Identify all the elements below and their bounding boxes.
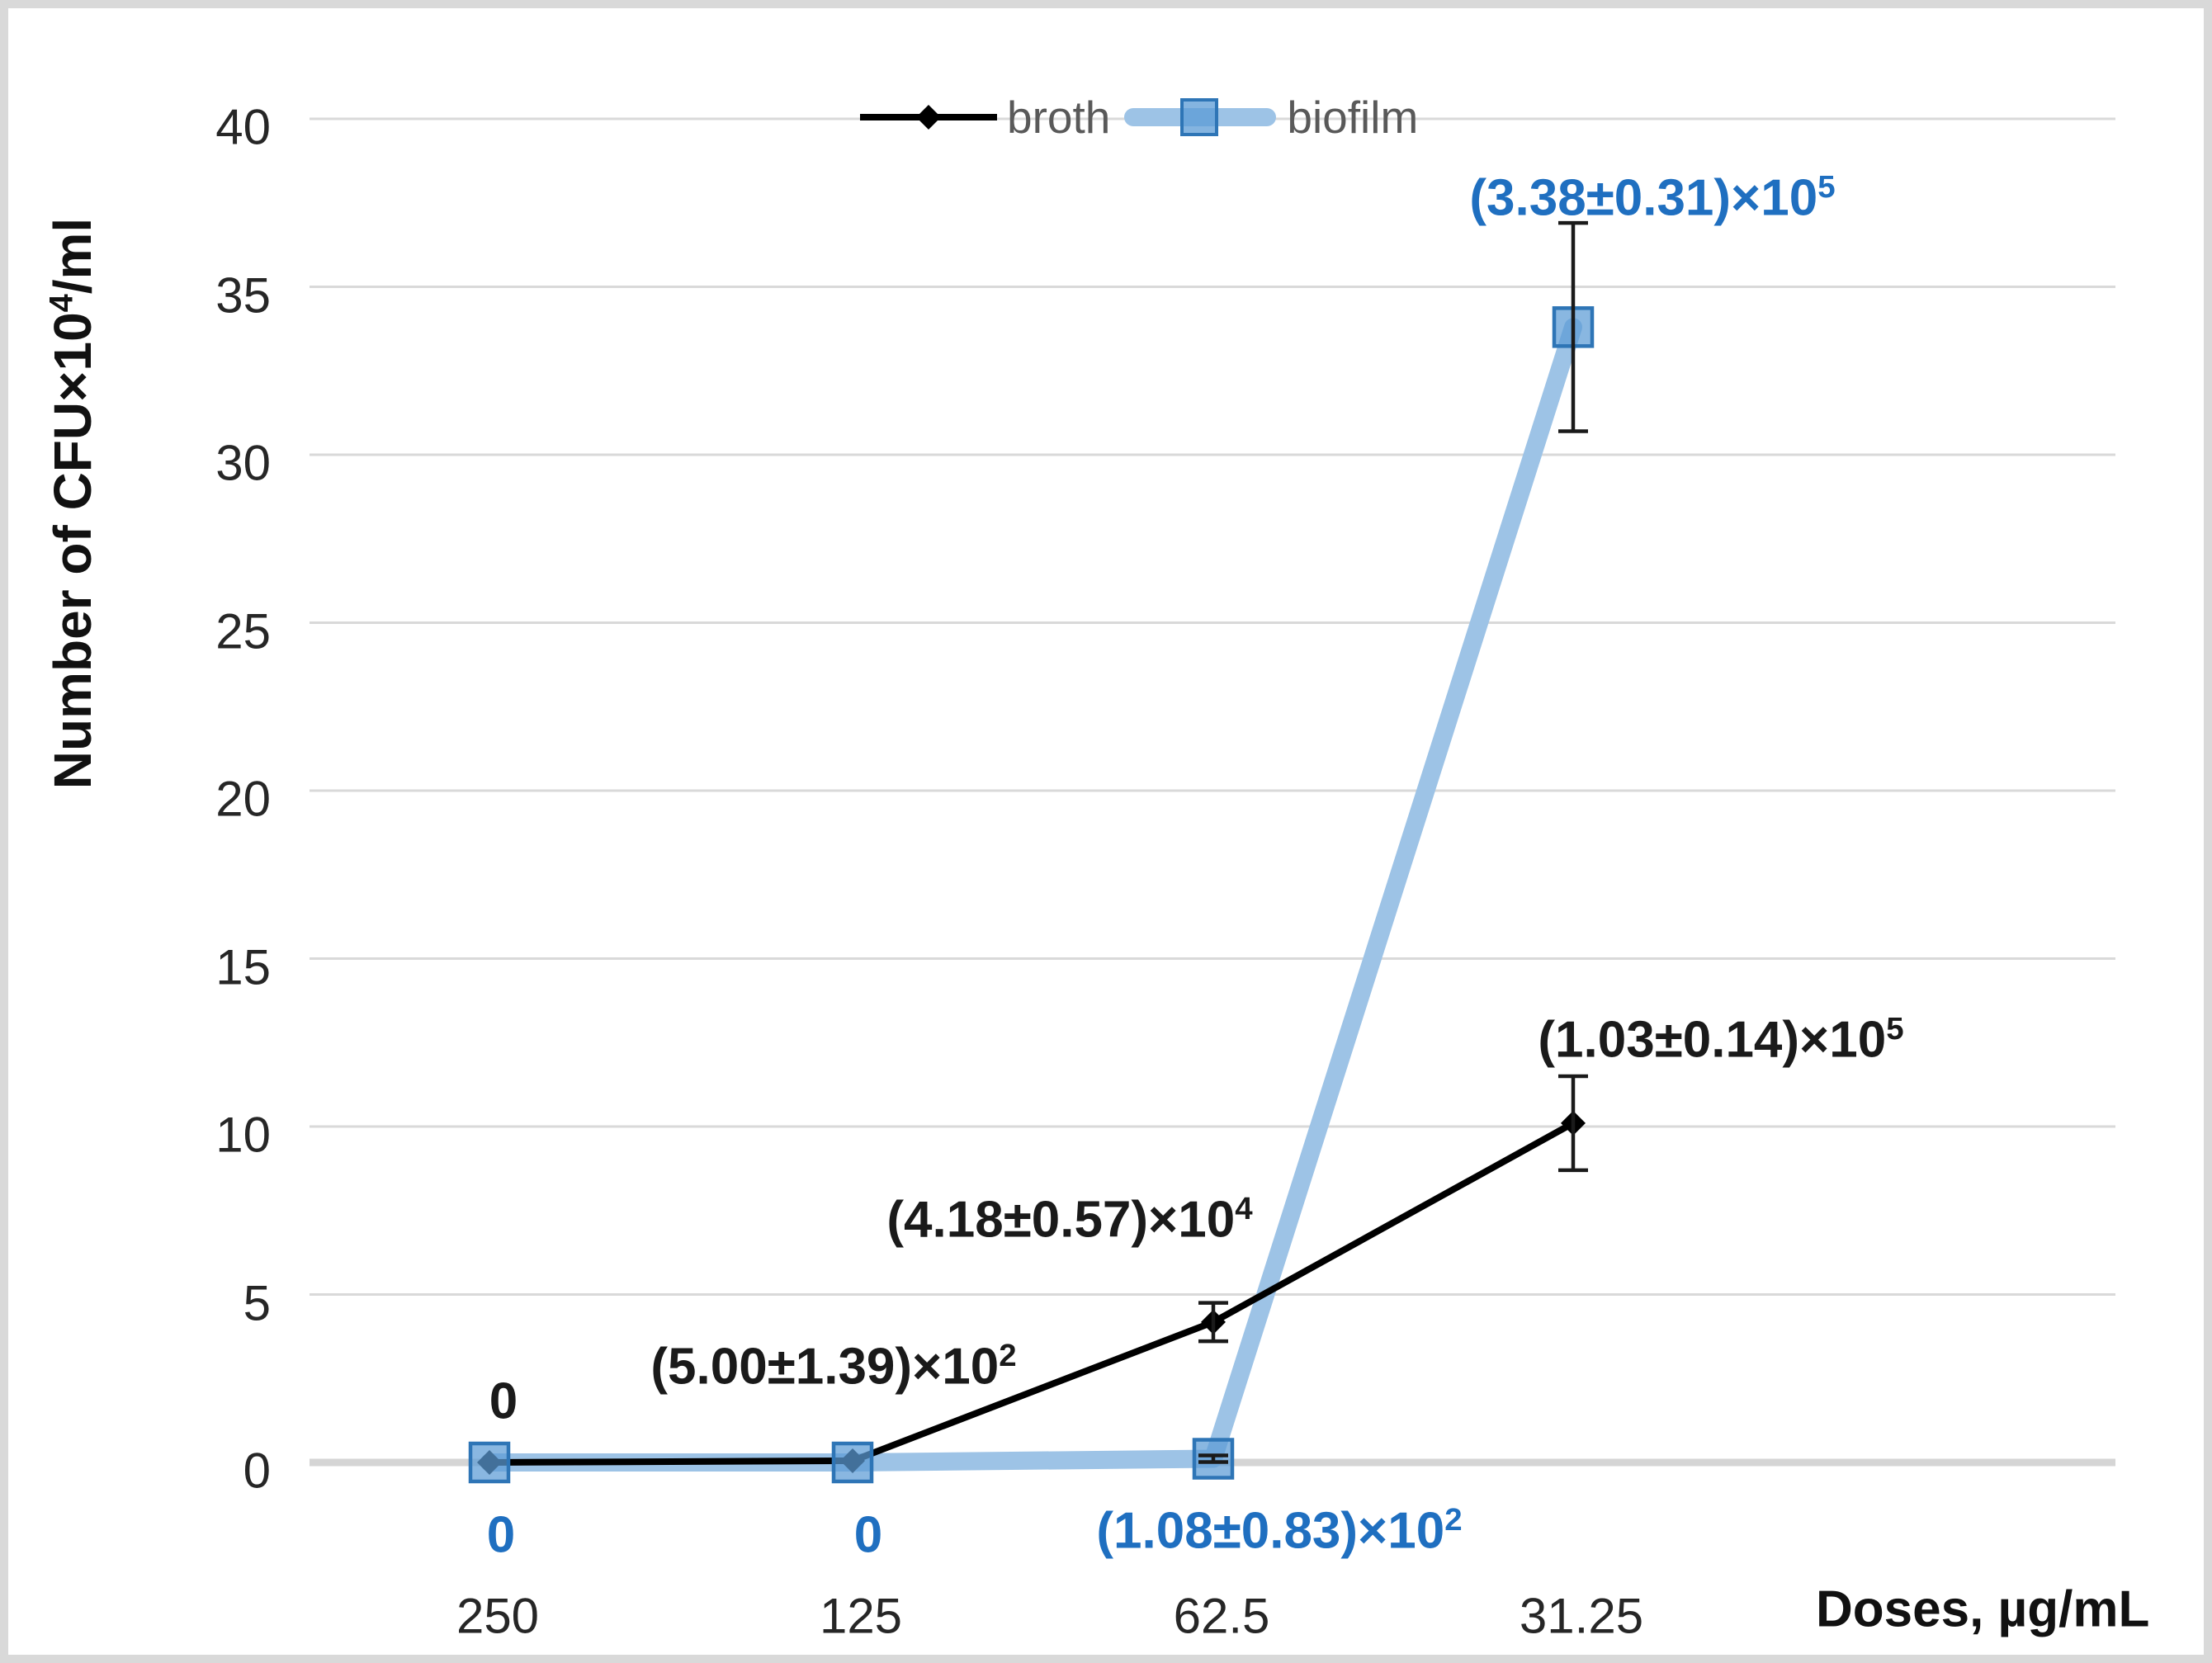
series-line-broth <box>489 1120 1575 1466</box>
legend-label-biofilm: biofilm <box>1287 92 1419 143</box>
x-axis-title: Doses, µg/mL <box>1816 1580 2150 1638</box>
y-tick-label-20: 20 <box>215 771 271 827</box>
x-tick-label-62.5: 62.5 <box>1173 1588 1270 1644</box>
y-tick-label-10: 10 <box>215 1107 271 1163</box>
x-tick-label-31.25: 31.25 <box>1519 1588 1644 1644</box>
legend: broth biofilm <box>858 91 1418 144</box>
marker-biofilm-250 <box>468 1441 511 1484</box>
y-tick-label-5: 5 <box>243 1275 271 1330</box>
y-tick-label-0: 0 <box>243 1443 271 1499</box>
x-tick-label-250: 250 <box>456 1588 540 1644</box>
y-tick-label-35: 35 <box>215 267 271 323</box>
data-label-biofilm-31.25: (3.38±0.31)×105 <box>1469 168 1836 227</box>
y-tick-label-25: 25 <box>215 603 271 659</box>
legend-item-broth: broth <box>858 91 1110 144</box>
data-label-broth-31.25: (1.03±0.14)×105 <box>1538 1010 1904 1069</box>
marker-biofilm-62.5 <box>1192 1438 1235 1480</box>
y-axis-title-text: Number of CFU×10 <box>43 312 102 790</box>
series-line-biofilm <box>480 318 1582 1472</box>
plot-area <box>310 117 2115 1484</box>
data-label-biofilm-250: 0 <box>486 1506 516 1564</box>
data-label-broth-125: (5.00±1.39)×102 <box>650 1337 1017 1396</box>
legend-label-broth: broth <box>1007 92 1111 143</box>
y-tick-label-30: 30 <box>215 435 271 491</box>
biofilm-line-swatch-icon <box>1124 98 1277 136</box>
data-label-broth-62.5: (4.18±0.57)×104 <box>886 1190 1253 1249</box>
data-label-biofilm-62.5: (1.08±0.83)×102 <box>1096 1501 1463 1560</box>
y-tick-label-15: 15 <box>215 939 271 994</box>
data-label-biofilm-125: 0 <box>853 1506 883 1564</box>
legend-item-biofilm: biofilm <box>1122 91 1418 144</box>
data-label-broth-250: 0 <box>489 1372 518 1430</box>
broth-line-swatch-icon <box>860 105 997 130</box>
y-tick-label-40: 40 <box>215 99 271 155</box>
marker-biofilm-125 <box>831 1441 874 1484</box>
x-tick-label-125: 125 <box>819 1588 903 1644</box>
